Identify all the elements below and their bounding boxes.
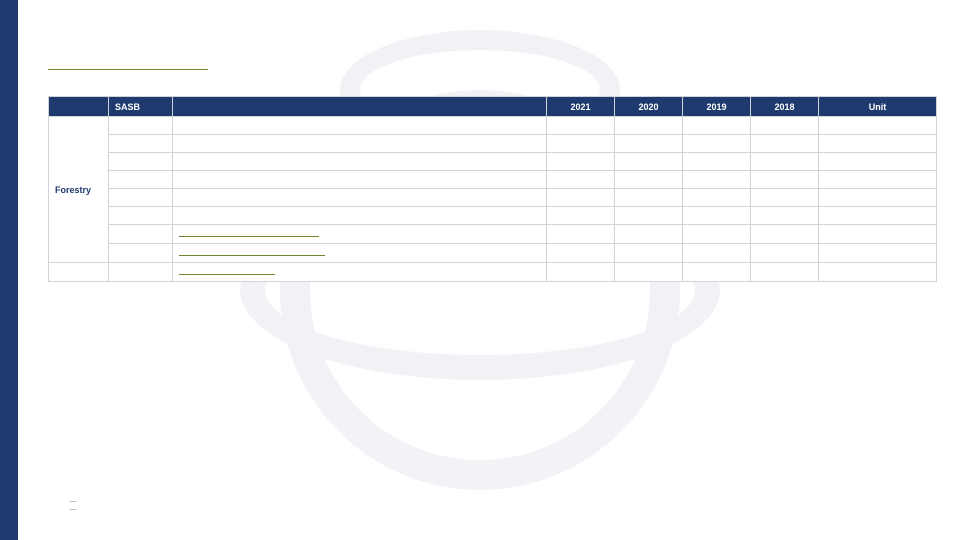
cell-y2018 <box>751 135 819 153</box>
cell-y2021 <box>547 244 615 263</box>
cell-y2019 <box>683 135 751 153</box>
col-unit: Unit <box>819 97 937 117</box>
footnote-2: — <box>70 506 76 514</box>
table-row <box>49 135 937 153</box>
table-row <box>49 207 937 225</box>
cell-unit <box>819 225 937 244</box>
footnote-marks: — — <box>70 498 76 514</box>
table-row <box>49 263 937 282</box>
cell-y2020 <box>615 171 683 189</box>
col-blank-1 <box>49 97 109 117</box>
cell-unit <box>819 244 937 263</box>
cell-y2019 <box>683 263 751 282</box>
cell-sasb <box>109 244 173 263</box>
cell-y2021 <box>547 207 615 225</box>
col-sasb: SASB <box>109 97 173 117</box>
table-row <box>49 244 937 263</box>
table-row <box>49 171 937 189</box>
cell-unit <box>819 135 937 153</box>
cell-y2020 <box>615 153 683 171</box>
cell-description <box>173 189 547 207</box>
table-row: Forestry <box>49 117 937 135</box>
table-row <box>49 189 937 207</box>
cell-y2019 <box>683 244 751 263</box>
cell-y2021 <box>547 153 615 171</box>
cell-y2019 <box>683 117 751 135</box>
cell-sasb <box>109 225 173 244</box>
cell-description <box>173 244 547 263</box>
cell-y2018 <box>751 153 819 171</box>
cell-description <box>173 117 547 135</box>
table-body: Forestry <box>49 117 937 282</box>
cell-unit <box>819 117 937 135</box>
cell-y2021 <box>547 225 615 244</box>
cell-y2018 <box>751 263 819 282</box>
cell-y2021 <box>547 189 615 207</box>
cell-y2018 <box>751 189 819 207</box>
cell-description <box>173 207 547 225</box>
col-2018: 2018 <box>751 97 819 117</box>
rowgroup-forestry: Forestry <box>49 117 109 263</box>
cell-y2018 <box>751 244 819 263</box>
left-accent-bar <box>0 0 18 540</box>
cell-unit <box>819 207 937 225</box>
cell-unit <box>819 189 937 207</box>
table-row <box>49 153 937 171</box>
cell-y2020 <box>615 207 683 225</box>
cell-y2019 <box>683 207 751 225</box>
link-placeholder[interactable] <box>179 229 319 237</box>
cell-y2018 <box>751 225 819 244</box>
cell-sasb <box>109 263 173 282</box>
cell-y2019 <box>683 225 751 244</box>
cell-y2021 <box>547 263 615 282</box>
col-blank-2 <box>173 97 547 117</box>
cell-unit <box>819 171 937 189</box>
cell-sasb <box>109 207 173 225</box>
section-title-underline <box>48 60 208 70</box>
cell-y2018 <box>751 207 819 225</box>
cell-y2021 <box>547 117 615 135</box>
cell-y2019 <box>683 189 751 207</box>
cell-blank <box>49 263 109 282</box>
cell-y2020 <box>615 117 683 135</box>
col-2020: 2020 <box>615 97 683 117</box>
link-placeholder[interactable] <box>179 267 275 275</box>
cell-y2018 <box>751 171 819 189</box>
col-2021: 2021 <box>547 97 615 117</box>
cell-sasb <box>109 189 173 207</box>
cell-y2019 <box>683 153 751 171</box>
table-header: SASB 2021 2020 2019 2018 Unit <box>49 97 937 117</box>
cell-y2020 <box>615 135 683 153</box>
cell-description <box>173 171 547 189</box>
cell-description <box>173 135 547 153</box>
cell-sasb <box>109 117 173 135</box>
cell-sasb <box>109 153 173 171</box>
footnote-1: — <box>70 498 76 506</box>
cell-sasb <box>109 171 173 189</box>
cell-unit <box>819 153 937 171</box>
cell-description <box>173 153 547 171</box>
cell-unit <box>819 263 937 282</box>
cell-y2020 <box>615 225 683 244</box>
col-2019: 2019 <box>683 97 751 117</box>
cell-y2021 <box>547 135 615 153</box>
cell-y2020 <box>615 189 683 207</box>
table-row <box>49 225 937 244</box>
cell-y2019 <box>683 171 751 189</box>
cell-y2020 <box>615 244 683 263</box>
cell-y2020 <box>615 263 683 282</box>
cell-sasb <box>109 135 173 153</box>
forestry-data-table: SASB 2021 2020 2019 2018 Unit Forestry <box>48 96 937 282</box>
cell-description <box>173 225 547 244</box>
cell-description <box>173 263 547 282</box>
cell-y2018 <box>751 117 819 135</box>
link-placeholder[interactable] <box>179 248 325 256</box>
cell-y2021 <box>547 171 615 189</box>
page-body: SASB 2021 2020 2019 2018 Unit Forestry —… <box>18 0 960 540</box>
